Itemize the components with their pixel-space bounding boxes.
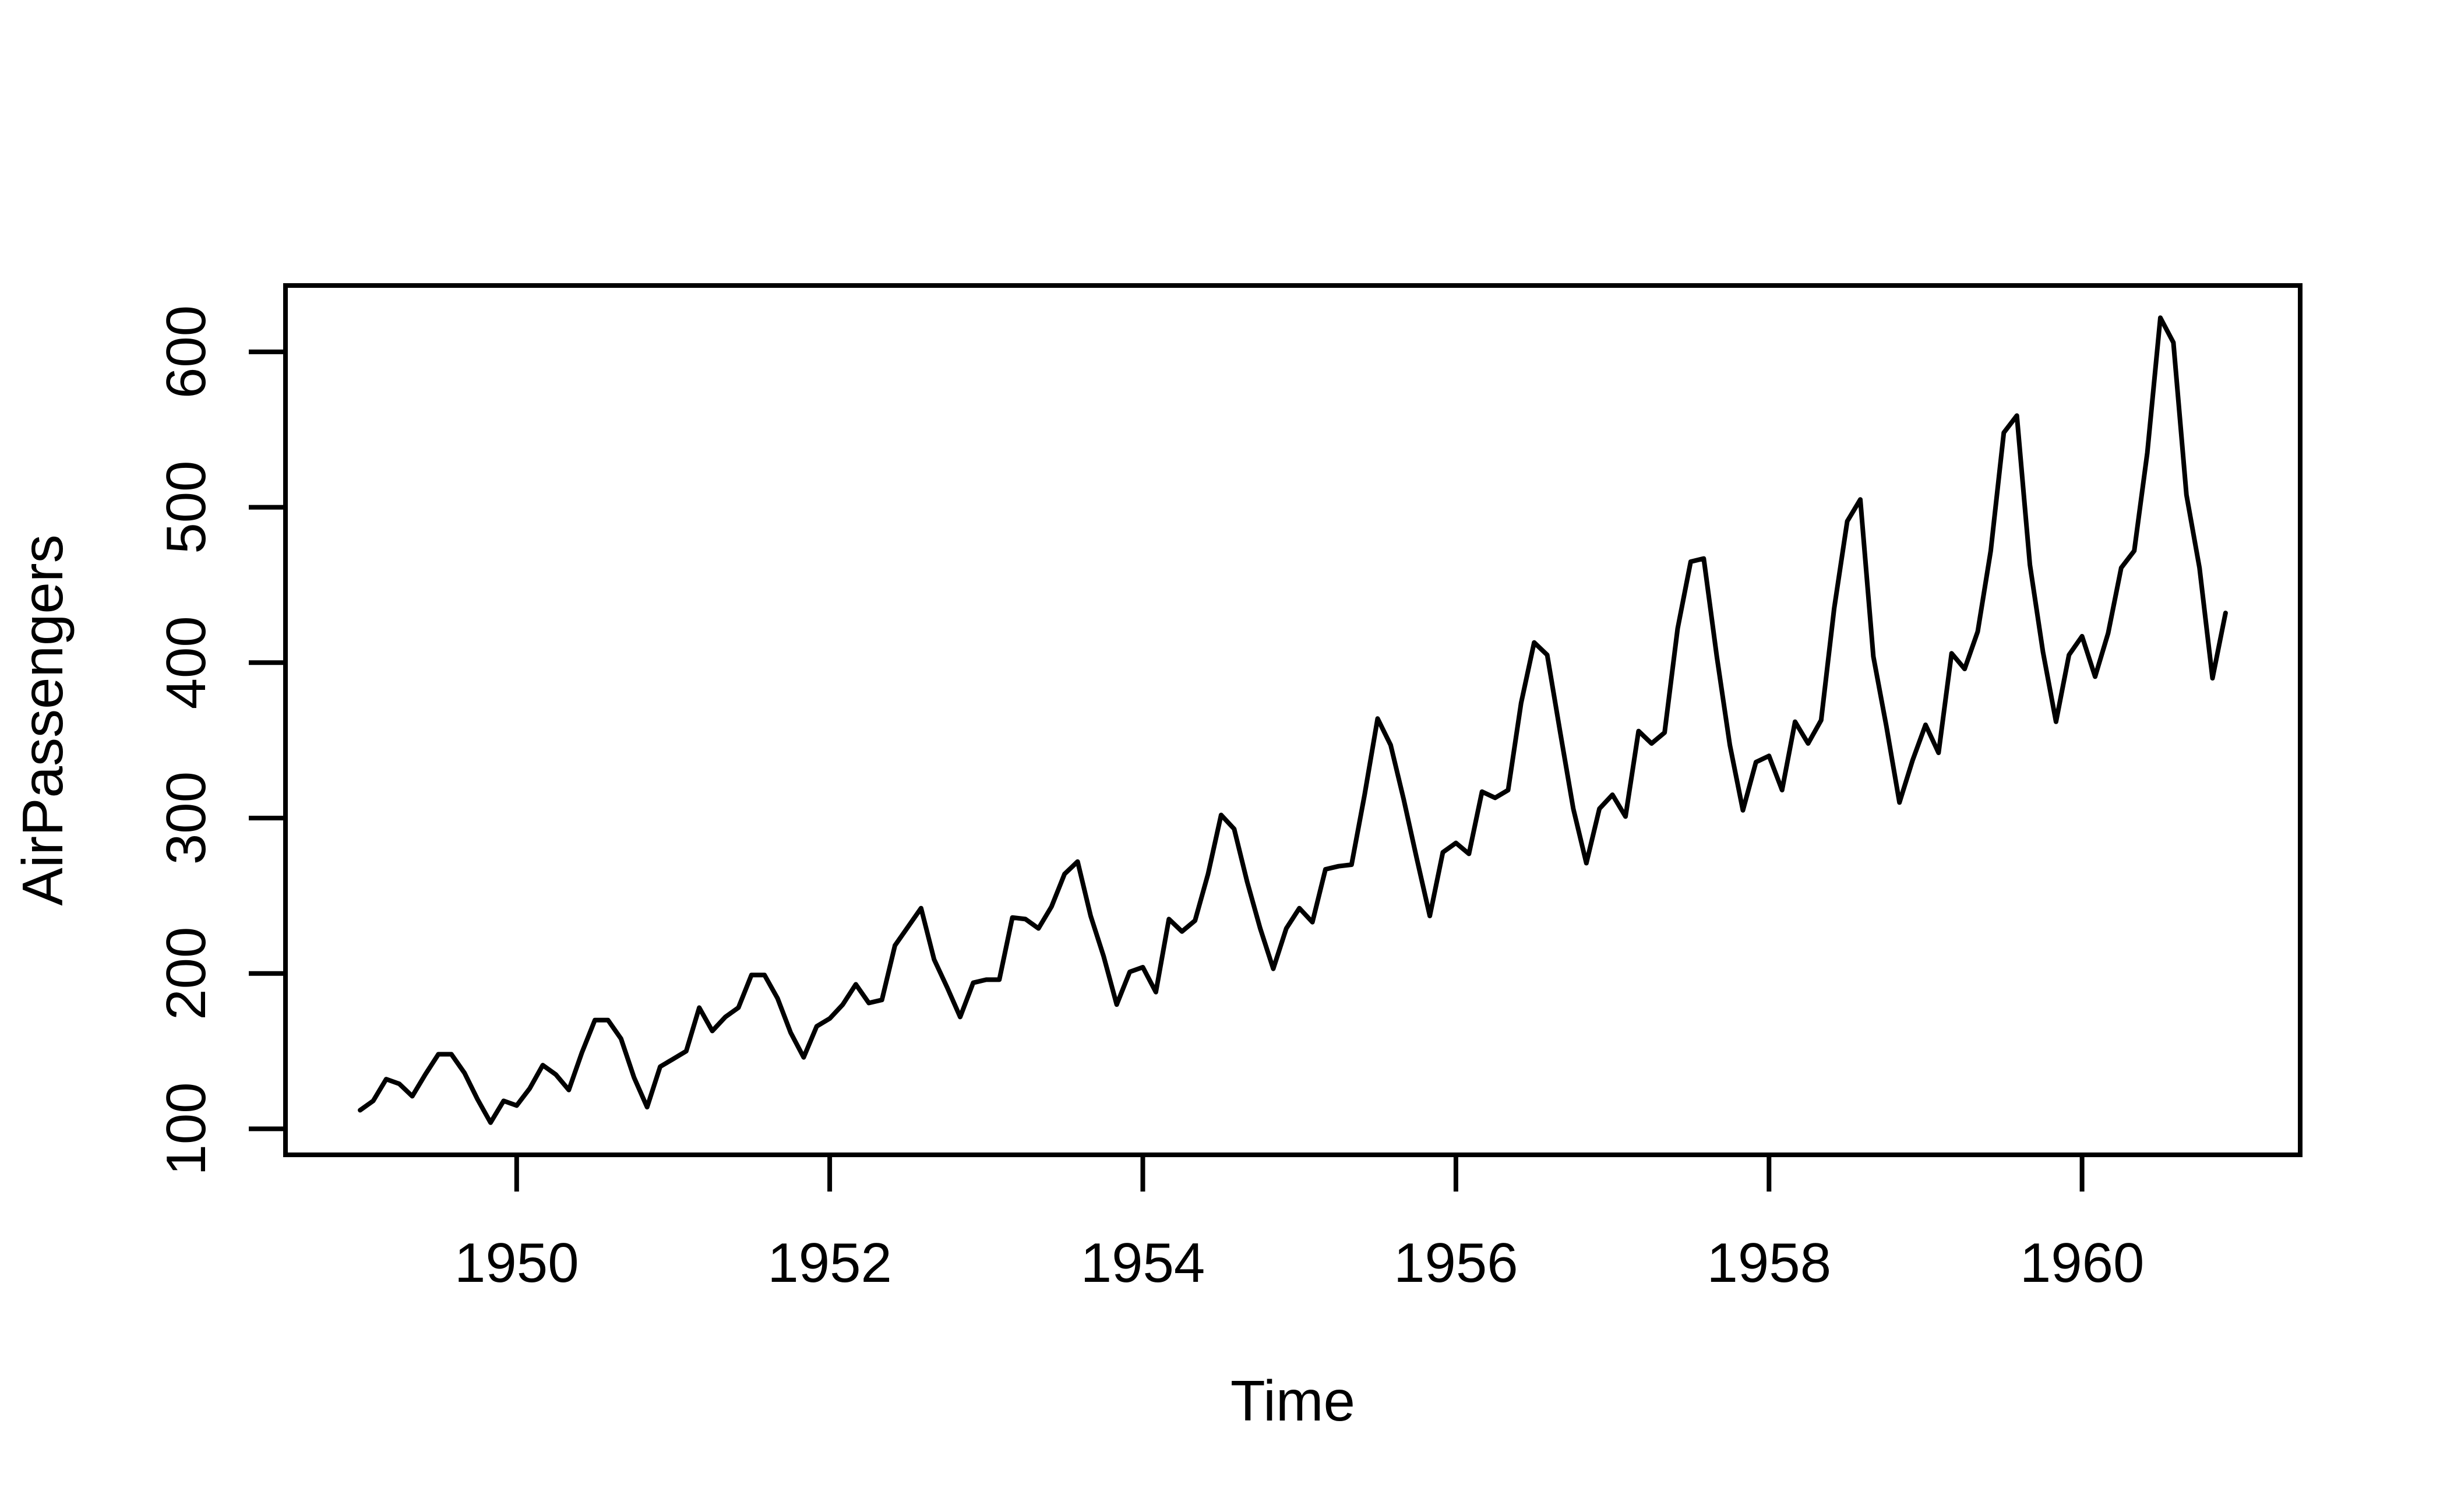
y-tick-label: 200 [155,927,217,1020]
series-line-airpassengers [358,315,2228,1125]
x-tick-label: 1950 [454,1232,579,1294]
x-tick-label: 1958 [1707,1232,1832,1294]
x-tick-label: 1956 [1394,1232,1518,1294]
y-tick-label: 500 [155,461,217,554]
x-tick-label: 1960 [2020,1232,2145,1294]
y-tick-label: 400 [155,616,217,709]
y-tick-label: 300 [155,771,217,865]
y-axis-title: AirPassengers [10,534,75,905]
y-axis-tick-labels: 100 200 300 400 500 600 [155,305,217,1176]
plot-box [283,283,2303,1157]
y-tick-label: 600 [155,305,217,399]
x-axis-ticks [514,1155,2085,1192]
x-tick-label: 1954 [1081,1232,1205,1294]
y-axis-ticks [249,349,285,1132]
x-axis-tick-labels: 1950 1952 1954 1956 1958 1960 [454,1232,2144,1294]
x-tick-label: 1952 [767,1232,892,1294]
x-axis-title: Time [1230,1369,1355,1433]
y-tick-label: 100 [155,1082,217,1175]
